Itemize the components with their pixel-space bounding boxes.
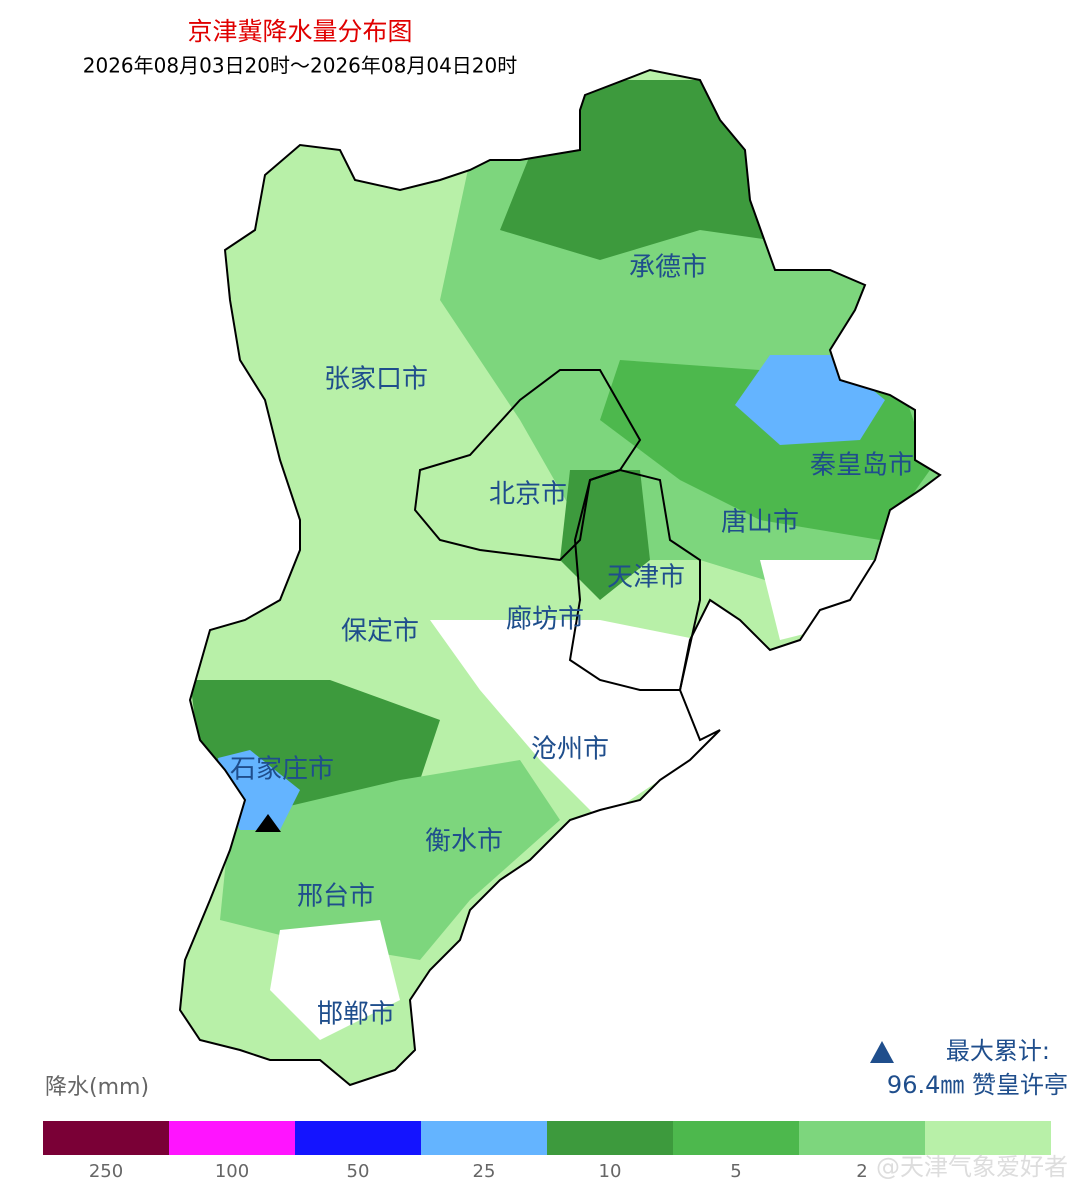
legend-swatch	[673, 1121, 799, 1155]
city-label: 衡水市	[425, 827, 503, 857]
legend-swatch	[547, 1121, 673, 1155]
legend-swatch	[421, 1121, 547, 1155]
city-label: 承德市	[629, 253, 707, 283]
legend-label: 5	[730, 1161, 741, 1182]
city-label: 张家口市	[324, 365, 428, 395]
legend-swatch	[295, 1121, 421, 1155]
legend-swatch	[169, 1121, 295, 1155]
max-marker	[255, 814, 281, 832]
city-label: 石家庄市	[230, 755, 334, 785]
legend-label: 25	[473, 1161, 496, 1182]
max-title: 最大累计:	[946, 1037, 1050, 1065]
legend-title: 降水(mm)	[45, 1075, 149, 1100]
city-label: 沧州市	[531, 735, 609, 765]
max-icon	[870, 1041, 894, 1063]
legend-label: 2	[856, 1161, 867, 1182]
legend-swatch	[799, 1121, 925, 1155]
city-label: 唐山市	[721, 508, 799, 538]
max-value: 96.4㎜ 赞皇许亭	[887, 1071, 1068, 1099]
tianjin-border	[568, 468, 701, 691]
city-label: 邯郸市	[317, 1000, 395, 1030]
legend-label: 100	[215, 1161, 249, 1182]
legend-label: 10	[599, 1161, 622, 1182]
city-label: 秦皇岛市	[810, 451, 914, 481]
legend-label: 250	[89, 1161, 123, 1182]
city-label: 廊坊市	[506, 605, 584, 635]
subtitle: 2026年08月03日20时～2026年08月04日20时	[83, 54, 518, 78]
city-label: 天津市	[607, 563, 685, 593]
legend-swatch	[43, 1121, 169, 1155]
legend-swatch	[925, 1121, 1051, 1155]
city-label: 北京市	[489, 480, 567, 510]
city-label: 邢台市	[297, 882, 375, 912]
city-label: 保定市	[341, 617, 419, 647]
legend-label: 50	[347, 1161, 370, 1182]
watermark: @天津气象爱好者	[876, 1153, 1068, 1181]
title: 京津冀降水量分布图	[187, 17, 412, 46]
